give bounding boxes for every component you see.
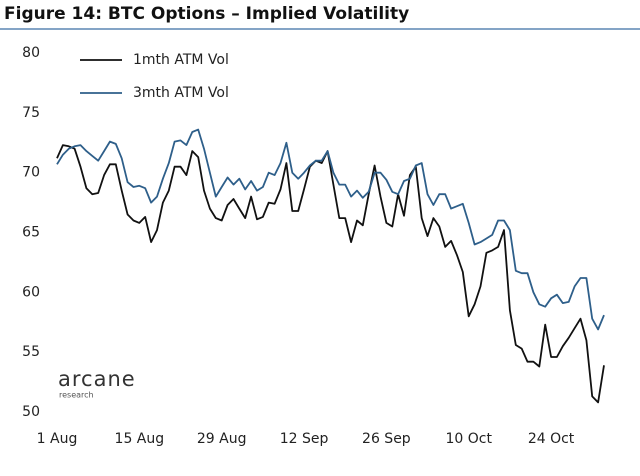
x-tick-label: 10 Oct xyxy=(445,431,492,447)
x-tick-label: 12 Sep xyxy=(280,431,329,447)
x-tick-label: 15 Aug xyxy=(115,431,165,447)
y-tick-label: 65 xyxy=(22,225,40,241)
y-tick-label: 55 xyxy=(22,344,40,360)
legend-label: 3mth ATM Vol xyxy=(133,85,229,101)
y-tick-label: 75 xyxy=(22,105,40,121)
chart-title: Figure 14: BTC Options – Implied Volatil… xyxy=(4,4,409,24)
y-tick-label: 80 xyxy=(22,45,40,61)
y-tick-label: 50 xyxy=(22,404,40,420)
logo-name: arcane xyxy=(58,367,136,391)
series-line xyxy=(56,128,605,331)
y-tick-label: 60 xyxy=(22,284,40,300)
x-tick-label: 24 Oct xyxy=(528,431,575,447)
y-tick-label: 70 xyxy=(22,165,40,181)
x-tick-label: 1 Aug xyxy=(37,431,78,447)
logo-sub: research xyxy=(59,391,94,400)
x-tick-label: 29 Aug xyxy=(197,431,247,447)
legend-label: 1mth ATM Vol xyxy=(133,52,229,68)
series-line xyxy=(56,144,605,404)
x-tick-label: 26 Sep xyxy=(362,431,411,447)
